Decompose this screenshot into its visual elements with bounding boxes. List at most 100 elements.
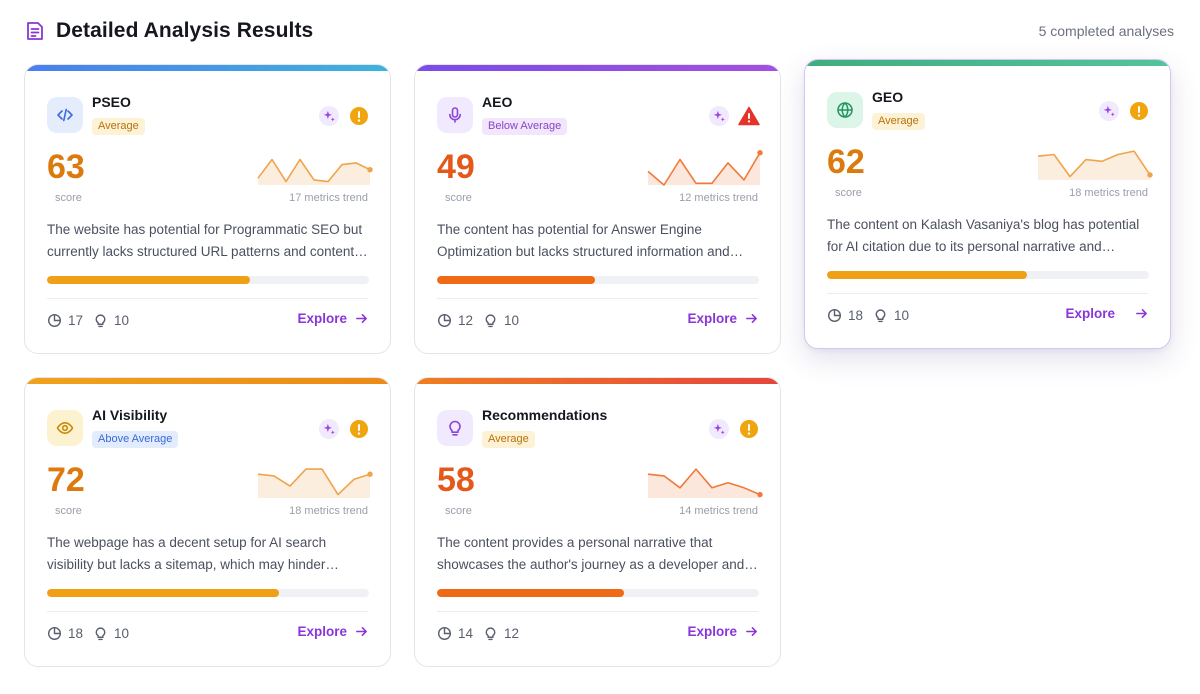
sparkline-line [257, 158, 371, 183]
card-title: AEO [482, 94, 513, 110]
card-accent-bar [415, 378, 780, 384]
card-description: The webpage has a decent setup for AI se… [47, 535, 327, 572]
ai-sparkle-icon[interactable] [709, 106, 729, 126]
tips-stat: 10 [483, 313, 519, 328]
explore-label: Explore [687, 624, 737, 639]
section-header: Detailed Analysis Results 5 completed an… [24, 16, 1174, 46]
tips-stat: 10 [93, 626, 129, 641]
card-divider [437, 298, 758, 299]
explore-link[interactable]: Explore [297, 624, 368, 639]
explore-link[interactable]: Explore [687, 624, 758, 639]
trend-sparkline [647, 468, 763, 498]
trend-label: 12 metrics trend [679, 192, 758, 204]
lightbulb-small-icon [95, 627, 106, 641]
explore-link[interactable]: Explore [297, 311, 368, 326]
arrow-right-icon [1136, 308, 1147, 319]
card-divider [827, 293, 1148, 294]
globe-icon [827, 92, 863, 128]
pie-chart-icon [437, 626, 452, 641]
tips-stat: 12 [483, 626, 519, 641]
metrics-count: 18 [68, 626, 84, 641]
status-badge: Average [92, 118, 145, 135]
card-divider [47, 298, 368, 299]
pie-chart-icon [827, 308, 842, 323]
analysis-card-geo[interactable]: GEO Average 62 score 18 metrics trend Th… [804, 59, 1171, 349]
explore-label: Explore [1065, 306, 1115, 321]
metrics-stat: 18 [827, 308, 863, 323]
trend-label: 18 metrics trend [289, 505, 368, 517]
tips-count: 10 [114, 313, 130, 328]
trend-sparkline [1037, 150, 1153, 180]
score-value: 62 [827, 143, 865, 181]
card-description: The website has potential for Programmat… [47, 222, 363, 259]
explore-link[interactable]: Explore [687, 311, 758, 326]
score-label: score [445, 192, 472, 204]
trend-label: 18 metrics trend [1069, 187, 1148, 199]
analysis-card-pseo[interactable]: PSEO Average 63 score 17 metrics trend T… [24, 64, 391, 354]
ai-sparkle-icon[interactable] [709, 419, 729, 439]
pie-chart-icon [437, 313, 452, 328]
card-accent-bar [415, 65, 780, 71]
status-badge: Average [482, 431, 535, 448]
explore-label: Explore [297, 624, 347, 639]
score-label: score [55, 192, 82, 204]
score-progress-bar [47, 589, 369, 597]
metrics-stat: 18 [47, 626, 83, 641]
card-title: Recommendations [482, 407, 608, 423]
score-label: score [55, 505, 82, 517]
sparkline-end-dot [367, 167, 373, 173]
card-title: AI Visibility [92, 407, 168, 423]
trend-sparkline [257, 158, 373, 185]
status-badge: Below Average [482, 118, 568, 135]
progress-fill [47, 589, 279, 597]
arrow-right-icon [356, 626, 367, 637]
status-badge: Average [872, 113, 925, 130]
warning-circle-icon [1128, 100, 1150, 122]
sparkline-line [257, 468, 371, 496]
metrics-count: 17 [68, 313, 84, 328]
tips-count: 10 [504, 313, 520, 328]
analysis-card-aeo[interactable]: AEO Below Average 49 score 12 metrics tr… [414, 64, 781, 354]
document-list-icon [24, 20, 46, 42]
metrics-count: 18 [848, 308, 864, 323]
score-progress-bar [437, 276, 759, 284]
card-title: PSEO [92, 94, 131, 110]
ai-sparkle-icon[interactable] [319, 106, 339, 126]
lightbulb-small-icon [485, 314, 496, 328]
status-badge: Above Average [92, 431, 179, 448]
analysis-card-ai-visibility[interactable]: AI Visibility Above Average 72 score 18 … [24, 377, 391, 667]
progress-fill [47, 276, 250, 284]
arrow-right-icon [746, 626, 757, 637]
pie-chart-icon [47, 626, 62, 641]
tips-count: 10 [894, 308, 910, 323]
metrics-count: 14 [458, 626, 474, 641]
metrics-stat: 17 [47, 313, 83, 328]
ai-sparkle-icon[interactable] [1099, 101, 1119, 121]
trend-sparkline [257, 468, 373, 498]
header-title-group: Detailed Analysis Results [24, 19, 313, 43]
sparkline-area [258, 469, 370, 498]
sparkline-end-dot [757, 150, 763, 156]
card-accent-bar [805, 60, 1170, 66]
card-accent-bar [25, 378, 390, 384]
analysis-card-recommendations[interactable]: Recommendations Average 58 score 14 metr… [414, 377, 781, 667]
card-description: The content on Kalash Vasaniya's blog ha… [827, 217, 1140, 254]
score-value: 72 [47, 461, 85, 499]
trend-label: 17 metrics trend [289, 192, 368, 204]
score-progress-bar [437, 589, 759, 597]
lightbulb-icon [437, 410, 473, 446]
pie-chart-icon [47, 313, 62, 328]
score-value: 58 [437, 461, 475, 499]
score-value: 49 [437, 148, 475, 186]
completed-count: 5 completed analyses [1038, 23, 1174, 39]
ai-sparkle-icon[interactable] [319, 419, 339, 439]
sparkline-area [1038, 151, 1150, 180]
progress-fill [827, 271, 1027, 279]
warning-circle-icon [348, 418, 370, 440]
score-label: score [445, 505, 472, 517]
progress-fill [437, 589, 624, 597]
explore-link[interactable]: Explore [1065, 306, 1148, 321]
card-title: GEO [872, 89, 904, 105]
score-value: 63 [47, 148, 85, 186]
tips-stat: 10 [93, 313, 129, 328]
